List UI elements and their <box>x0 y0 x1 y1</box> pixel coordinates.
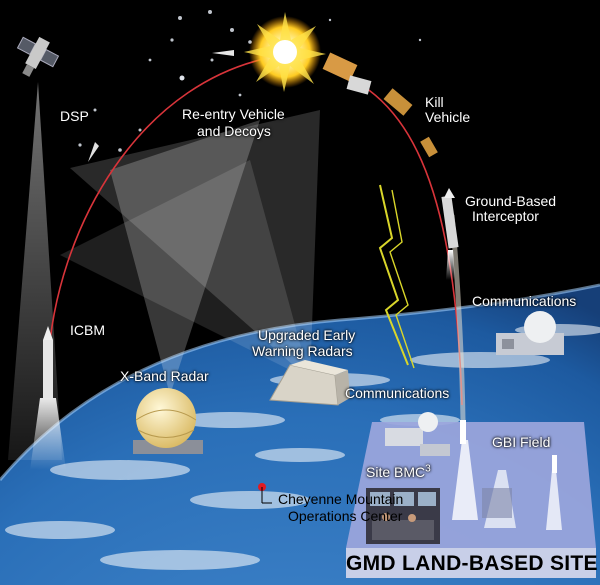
label-cheyenne-line1: Cheyenne Mountain <box>278 491 404 507</box>
label-gbi-line1: Ground-Based <box>465 193 557 209</box>
x-band-radar-dome-icon <box>133 388 203 454</box>
label-gbi-line2: Interceptor <box>472 208 539 224</box>
label-communications-lower: Communications <box>345 385 450 401</box>
icbm-trajectory <box>47 54 286 366</box>
interceptor-missile-icon <box>441 188 459 280</box>
xband-beam <box>110 120 260 395</box>
earth-limb-glow <box>0 283 600 481</box>
explosion-icon <box>244 12 326 92</box>
ewr-beam <box>70 110 320 380</box>
gmd-site-panel <box>346 412 596 578</box>
communications-bolt-1 <box>378 184 409 366</box>
label-xband: X-Band Radar <box>120 368 209 384</box>
cloud-cover <box>5 324 600 570</box>
re-entry-vehicle-icon <box>179 50 234 81</box>
icbm-missile-icon <box>30 326 66 470</box>
communications-dome-icon <box>496 311 564 355</box>
label-gbi-field: GBI Field <box>492 434 551 450</box>
label-icbm: ICBM <box>70 322 105 338</box>
label-reentry-line1: Re-entry Vehicle <box>182 106 285 122</box>
ewr-beam-2 <box>60 160 310 380</box>
label-dsp: DSP <box>60 108 89 124</box>
label-ewr-line2: Warning Radars <box>252 343 353 359</box>
label-site-bmc-superscript: 3 <box>425 463 431 475</box>
label-reentry-line2: and Decoys <box>197 123 271 139</box>
site-title: GMD LAND-BASED SITE <box>346 552 598 575</box>
label-site-bmc-text: Site BMC <box>366 464 426 480</box>
label-kill-line1: Kill <box>425 94 444 110</box>
icbm-upper-stage-icon <box>88 142 99 162</box>
early-warning-radar-icon <box>269 360 350 406</box>
dsp-satellite-icon <box>16 36 60 77</box>
communications-bolt-2 <box>389 189 415 369</box>
label-ewr-line1: Upgraded Early <box>258 327 356 343</box>
label-cheyenne-line2: Operations Center <box>288 508 403 524</box>
label-kill-line2: Vehicle <box>425 109 471 125</box>
label-site-bmc: Site BMC3 <box>366 464 431 480</box>
cheyenne-mountain-marker <box>258 483 272 504</box>
label-communications-right: Communications <box>472 293 577 309</box>
kill-vehicle-icon <box>322 52 438 158</box>
